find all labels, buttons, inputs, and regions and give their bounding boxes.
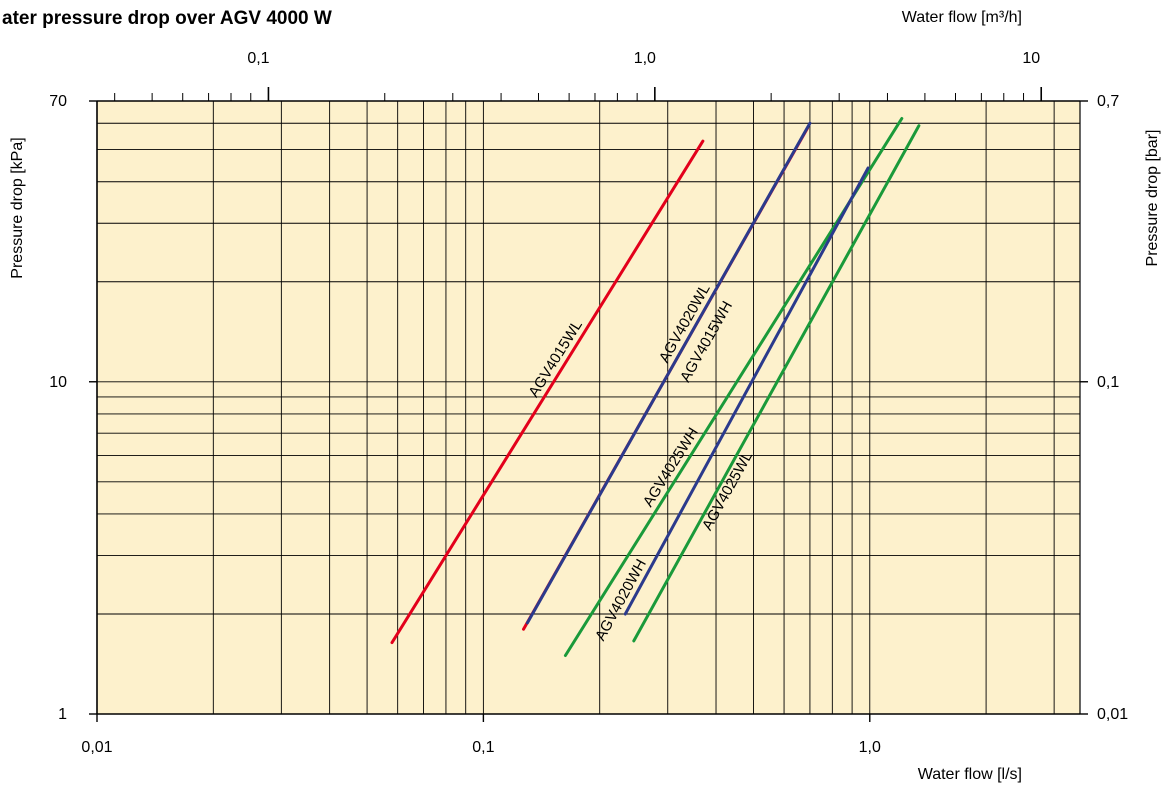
series-line-agv4015wl <box>390 139 705 645</box>
x2-tick-label: 0,1 <box>247 50 269 67</box>
x-tick-label: 1,0 <box>859 739 881 756</box>
y-axis-label: Pressure drop [kPa] <box>9 137 26 278</box>
series-line-agv4020wh <box>623 166 870 616</box>
axes <box>89 87 1088 722</box>
chart-title: ater pressure drop over AGV 4000 W <box>2 8 332 29</box>
y-tick-label: 1 <box>58 706 67 723</box>
x2-tick-label: 1,0 <box>634 50 656 67</box>
y-tick-label: 70 <box>49 93 67 110</box>
tick-labels: 0,01 0,1 1,0 0,1 1,0 10 1 10 70 0,01 0,1 0,7 <box>49 50 1128 756</box>
x2-axis-label: Water flow [m³/h] <box>902 9 1022 26</box>
x-axis-label: Water flow [l/s] <box>918 766 1022 783</box>
x-tick-label: 0,1 <box>472 739 494 756</box>
y2-tick-label: 0,1 <box>1097 374 1119 391</box>
x-tick-label: 0,01 <box>81 739 112 756</box>
x2-tick-label: 10 <box>1022 50 1040 67</box>
y2-tick-label: 0,01 <box>1097 706 1128 723</box>
series-line-agv4015wh <box>525 121 812 625</box>
y-tick-label: 10 <box>49 374 67 391</box>
y2-tick-label: 0,7 <box>1097 93 1119 110</box>
series-line-agv4025wl <box>632 124 921 643</box>
grid <box>97 101 1080 714</box>
y2-axis-label: Pressure drop [bar] <box>1144 130 1161 267</box>
plot-background <box>97 101 1080 714</box>
series-layer <box>390 117 921 657</box>
